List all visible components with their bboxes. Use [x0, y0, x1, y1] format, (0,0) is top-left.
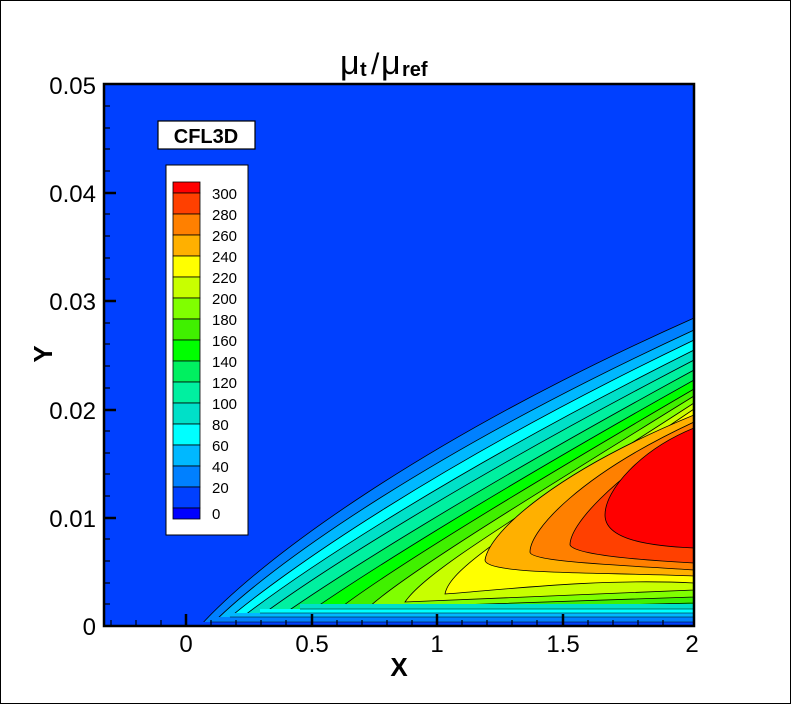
color-legend: 300 280 260 240 220 200 180 160 140 120 …	[165, 164, 249, 536]
annotation-cfl3d: CFL3D	[157, 120, 256, 150]
svg-text:140: 140	[212, 354, 237, 371]
x-axis-ticks	[110, 614, 664, 626]
svg-text:120: 120	[212, 375, 237, 392]
svg-text:0.02: 0.02	[49, 398, 96, 425]
svg-text:1.5: 1.5	[546, 631, 579, 658]
svg-text:40: 40	[212, 459, 229, 476]
svg-text:μ: μ	[381, 44, 401, 82]
y-axis-label: Y	[28, 345, 58, 362]
svg-text:0: 0	[179, 631, 192, 658]
svg-text:0.05: 0.05	[49, 73, 96, 100]
svg-text:60: 60	[212, 438, 229, 455]
y-axis-ticks	[104, 105, 116, 605]
svg-text:240: 240	[212, 249, 237, 266]
svg-text:μ: μ	[340, 44, 360, 82]
chart-title: μ t / μ ref	[340, 44, 428, 82]
svg-text:CFL3D: CFL3D	[174, 126, 238, 148]
svg-text:180: 180	[212, 312, 237, 329]
svg-text:ref: ref	[402, 59, 428, 81]
svg-text:/: /	[371, 48, 380, 81]
svg-text:0.5: 0.5	[295, 631, 328, 658]
svg-text:300: 300	[212, 186, 237, 203]
plot-border	[102, 82, 696, 628]
y-tick-labels: 0 0.01 0.02 0.03 0.04 0.05	[49, 73, 96, 641]
svg-text:220: 220	[212, 270, 237, 287]
x-axis-label: X	[390, 652, 408, 682]
contour-field	[104, 84, 694, 626]
svg-text:t: t	[360, 59, 367, 81]
svg-text:80: 80	[212, 417, 229, 434]
svg-text:260: 260	[212, 228, 237, 245]
legend-labels: 300 280 260 240 220 200 180 160 140 120 …	[212, 186, 237, 523]
svg-text:160: 160	[212, 333, 237, 350]
svg-text:200: 200	[212, 291, 237, 308]
svg-text:280: 280	[212, 207, 237, 224]
svg-text:0: 0	[212, 506, 220, 523]
svg-text:2: 2	[685, 631, 698, 658]
svg-text:100: 100	[212, 396, 237, 413]
svg-text:0.03: 0.03	[49, 289, 96, 316]
svg-text:0: 0	[83, 614, 96, 641]
svg-text:0.01: 0.01	[49, 506, 96, 533]
x-tick-labels: 0 0.5 1 1.5 2	[179, 631, 698, 658]
svg-text:1: 1	[430, 631, 443, 658]
svg-text:0.04: 0.04	[49, 181, 96, 208]
svg-text:20: 20	[212, 480, 229, 497]
